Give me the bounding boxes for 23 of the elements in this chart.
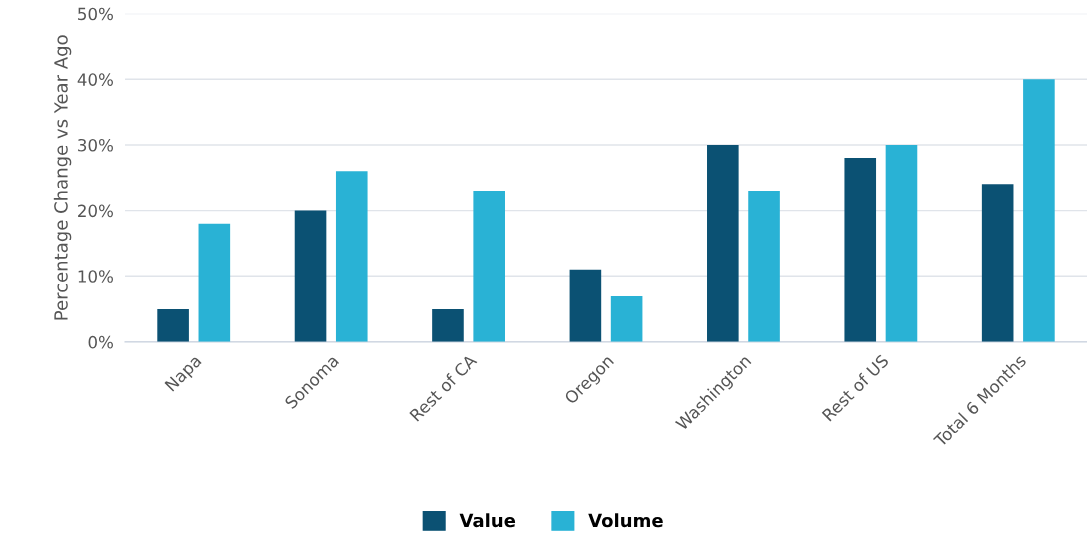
bar	[981, 184, 1014, 342]
y-tick-label: 0%	[88, 335, 113, 349]
bar	[844, 158, 877, 342]
bar	[432, 309, 464, 342]
bar	[885, 144, 918, 342]
bar	[294, 210, 327, 342]
y-tick-label: 50%	[78, 7, 113, 21]
bar	[198, 223, 231, 342]
y-tick-label: 30%	[78, 138, 113, 152]
bar	[610, 295, 643, 342]
y-tick-label: 10%	[78, 270, 113, 283]
y-tick-label: 20%	[78, 204, 113, 218]
bar	[335, 171, 368, 342]
bar	[569, 269, 602, 342]
bar	[473, 190, 505, 342]
legend-label: Value	[459, 513, 516, 528]
bar	[1023, 79, 1055, 342]
y-tick-label: 40%	[77, 73, 113, 86]
bar	[748, 190, 780, 342]
legend-label: Volume	[588, 513, 663, 528]
bar	[157, 309, 189, 342]
y-axis-title: Percentage Change vs Year Ago	[53, 35, 72, 320]
bar	[707, 144, 739, 342]
